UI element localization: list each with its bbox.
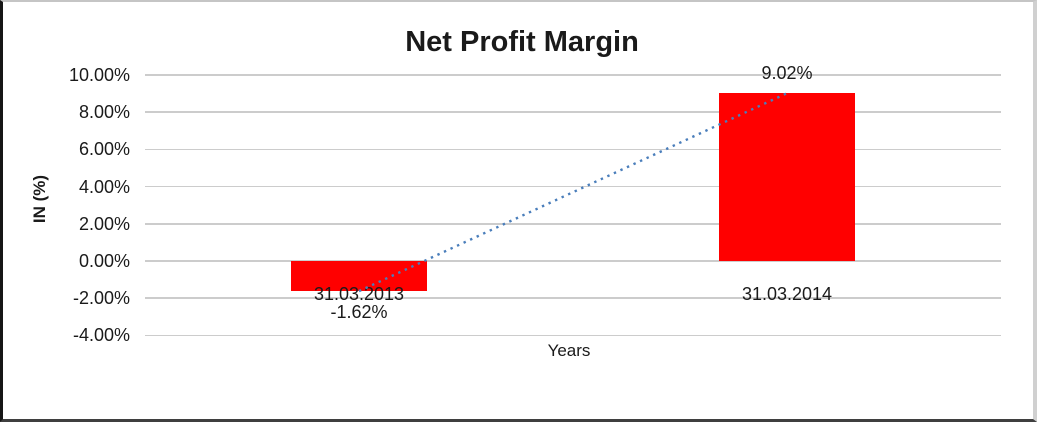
- chart-title: Net Profit Margin: [405, 26, 639, 58]
- x-axis-category-label: 31.03.2013: [313, 284, 405, 304]
- y-axis-tick-label: -2.00%: [72, 288, 130, 309]
- y-axis-tick-label: 6.00%: [78, 139, 130, 160]
- y-axis-tick-label: 10.00%: [68, 65, 130, 85]
- gridline: [145, 185, 1001, 188]
- gridline: [145, 74, 1001, 76]
- gridline: [145, 111, 1001, 113]
- gridline: [145, 223, 1001, 225]
- x-axis-category-label: 31.03.2014: [741, 284, 833, 304]
- trendline-layer: [358, 92, 788, 293]
- y-axis-tick-label: -4.00%: [72, 325, 130, 346]
- y-axis-tick-label: 2.00%: [78, 213, 130, 234]
- data-label: -1.62%: [330, 302, 388, 322]
- data-label: 9.02%: [761, 63, 813, 84]
- y-axis-tick-label: 0.00%: [78, 251, 130, 271]
- bar-31.03.2014: [719, 93, 855, 261]
- y-axis-tick-label: 4.00%: [78, 176, 130, 197]
- gridline: [145, 260, 1001, 262]
- gridline: [145, 334, 1001, 337]
- gridline: [145, 148, 1001, 151]
- x-axis-title: Years: [547, 341, 591, 360]
- gridline: [145, 297, 1001, 299]
- y-axis-tick-label: 8.00%: [78, 102, 130, 123]
